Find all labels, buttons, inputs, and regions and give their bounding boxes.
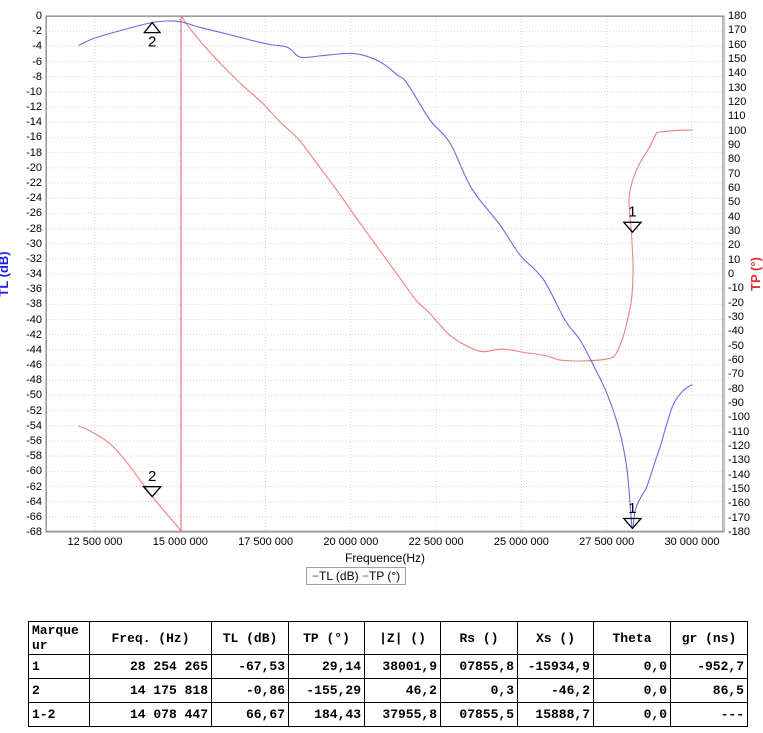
svg-text:2: 2 <box>148 468 156 485</box>
svg-text:1: 1 <box>628 204 636 221</box>
svg-text:1: 1 <box>628 500 636 517</box>
svg-text:2: 2 <box>148 34 156 51</box>
